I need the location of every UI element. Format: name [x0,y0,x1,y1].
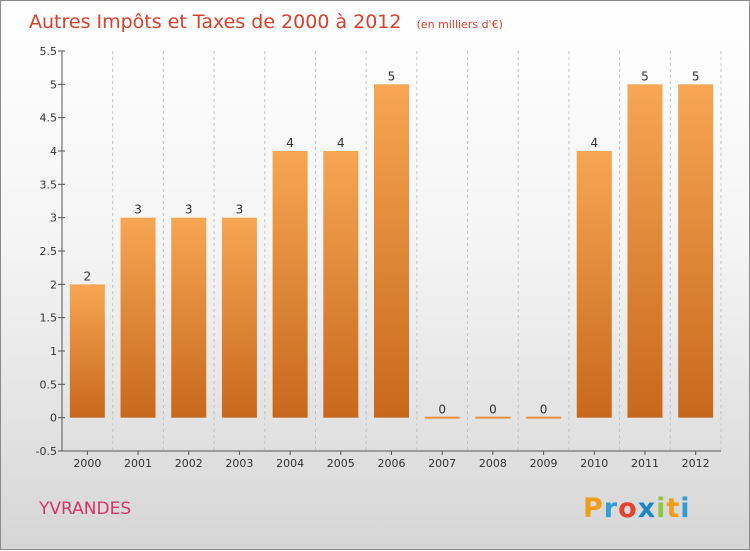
chart-title-unit: (en milliers d'€) [417,18,503,31]
bar [424,416,460,419]
data-label: 5 [388,69,396,83]
bar [120,217,156,418]
data-label: 4 [337,136,345,150]
proxiti-logo-text: Proxiti [583,493,691,524]
chart-title: Autres Impôts et Taxes de 2000 à 2012 (e… [29,11,503,33]
x-tick-label: 2006 [378,457,406,470]
plot-area: -0.5 0 0.5 1 1.5 2 2.5 3 3.5 4 4.5 5 5.5 2 2000 3 2001 3 2… [36,45,722,470]
bar [221,217,257,418]
y-tick-label: 3.5 [40,178,58,191]
x-tick-label: 2002 [175,457,203,470]
x-tick-label: 2010 [580,457,608,470]
bar [627,84,663,418]
y-tick-label: 4 [50,145,57,158]
bar [69,284,105,418]
x-tick-label: 2008 [479,457,507,470]
x-tick-label: 2003 [225,457,253,470]
y-tick-label: 5.5 [40,45,58,58]
x-tick-label: 2009 [530,457,558,470]
data-label: 4 [286,136,294,150]
x-tick-label: 2001 [124,457,152,470]
proxiti-logo: Proxiti [583,493,691,524]
y-tick-label: 2.5 [40,245,58,258]
y-tick-label: 0.5 [40,378,58,391]
bar [678,84,714,418]
data-label: 3 [185,203,193,217]
commune-name: YVRANDES [38,499,131,519]
bar [323,151,359,418]
x-tick-label: 2012 [682,457,710,470]
data-label: 5 [641,69,649,83]
y-tick-label: 5 [50,78,57,91]
data-label: 3 [236,203,244,217]
data-label: 5 [692,69,700,83]
bar [576,151,612,418]
x-tick-label: 2007 [428,457,456,470]
bar [272,151,308,418]
x-tick-label: 2005 [327,457,355,470]
y-tick-label: 2 [50,278,57,291]
data-label: 0 [540,403,548,417]
data-label: 4 [590,136,598,150]
y-tick-label: 4.5 [40,112,58,125]
x-tick-label: 2011 [631,457,659,470]
data-label: 0 [438,403,446,417]
bar [171,217,207,418]
y-tick-label: 3 [50,212,57,225]
y-tick-label: 1 [50,345,57,358]
y-tick-label: 0 [50,412,57,425]
y-tick-label: -0.5 [36,445,57,458]
data-label: 3 [134,203,142,217]
data-label: 2 [84,269,92,283]
x-tick-label: 2000 [73,457,101,470]
bar [526,416,562,419]
bar [374,84,409,418]
y-tick-label: 1.5 [40,312,58,325]
data-label: 0 [489,403,497,417]
chart-title-main: Autres Impôts et Taxes de 2000 à 2012 [29,11,402,33]
x-tick-label: 2004 [276,457,304,470]
bar [475,416,511,419]
